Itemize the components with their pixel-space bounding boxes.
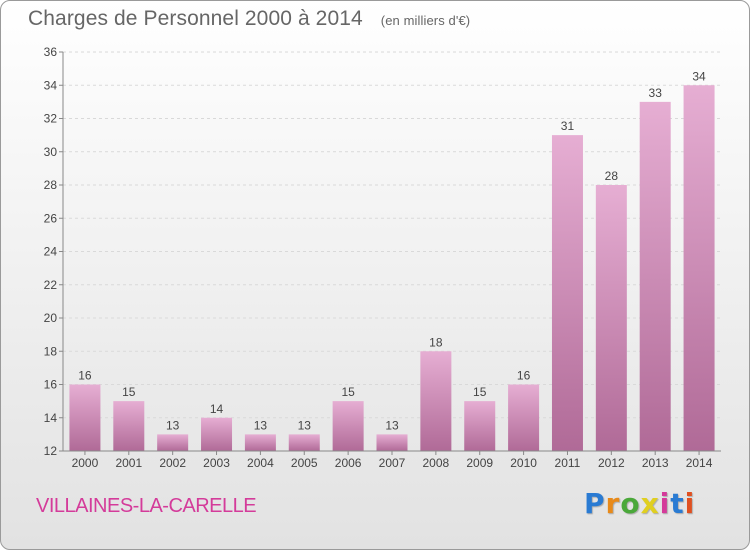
bar-2004: [244, 434, 276, 451]
value-label: 13: [298, 418, 312, 432]
chart-subtitle: (en milliers d'€): [380, 13, 471, 28]
y-tick-label: 16: [44, 378, 58, 392]
y-tick-label: 30: [44, 145, 58, 159]
x-tick-label: 2011: [555, 456, 581, 470]
value-label: 33: [649, 86, 663, 100]
value-label: 14: [210, 402, 224, 416]
value-label: 13: [385, 418, 399, 432]
chart-title: Charges de Personnel 2000 à 2014 (en mill…: [28, 7, 470, 31]
x-tick-label: 2000: [72, 456, 99, 470]
bar-2000: [69, 384, 101, 451]
bar-2011: [551, 135, 583, 451]
value-label: 16: [517, 369, 531, 383]
axes: [59, 51, 721, 455]
y-tick-label: 32: [44, 112, 58, 126]
value-label: 13: [254, 418, 268, 432]
bar-2009: [464, 401, 496, 451]
x-tick-label: 2012: [598, 456, 625, 470]
value-label: 15: [341, 385, 355, 399]
y-tick-label: 24: [44, 245, 58, 259]
x-tick-label: 2007: [379, 456, 406, 470]
value-label: 34: [692, 69, 706, 83]
value-label: 18: [429, 335, 443, 349]
bar-2005: [288, 434, 320, 451]
bar-2013: [639, 101, 671, 451]
value-label: 31: [561, 119, 575, 133]
y-tick-label: 18: [44, 344, 58, 358]
bar-2006: [332, 401, 364, 451]
bar-2003: [201, 417, 233, 451]
x-tick-label: 2002: [159, 456, 186, 470]
x-tick-label: 2009: [466, 456, 493, 470]
commune-name: VILLAINES-LA-CARELLE: [36, 495, 257, 517]
bar-2012: [595, 185, 627, 451]
proxiti-logo: Proxiti: [584, 487, 696, 520]
y-tick-label: 14: [44, 411, 58, 425]
bar-2002: [157, 434, 189, 451]
y-tick-label: 34: [44, 78, 58, 92]
bars: [69, 85, 715, 451]
x-tick-label: 2003: [203, 456, 230, 470]
y-tick-label: 22: [44, 278, 58, 292]
x-tick-label: 2005: [291, 456, 318, 470]
bar-2007: [376, 434, 408, 451]
x-tick-label: 2001: [115, 456, 142, 470]
x-tick-label: 2006: [335, 456, 362, 470]
value-label: 28: [605, 169, 619, 183]
title-text: Charges de Personnel 2000 à 2014: [28, 7, 363, 30]
bar-2001: [113, 401, 145, 451]
value-label: 15: [473, 385, 487, 399]
y-tick-label: 26: [44, 211, 58, 225]
labels: 12 14 16 18 20 22 24 26 28 30 32 34 36 16 2000 15 2001 13…: [44, 45, 713, 470]
x-tick-label: 2013: [642, 456, 669, 470]
bar-2014: [683, 85, 715, 451]
y-tick-label: 28: [44, 178, 58, 192]
x-tick-label: 2014: [686, 456, 713, 470]
y-tick-label: 36: [44, 45, 58, 59]
x-tick-label: 2010: [510, 456, 537, 470]
x-tick-label: 2008: [423, 456, 450, 470]
y-tick-label: 20: [44, 311, 58, 325]
value-label: 15: [122, 385, 136, 399]
bar-2010: [508, 384, 540, 451]
value-label: 13: [166, 418, 180, 432]
bar-2008: [420, 351, 452, 451]
value-label: 16: [78, 369, 92, 383]
x-tick-label: 2004: [247, 456, 274, 470]
y-tick-label: 12: [44, 444, 58, 458]
